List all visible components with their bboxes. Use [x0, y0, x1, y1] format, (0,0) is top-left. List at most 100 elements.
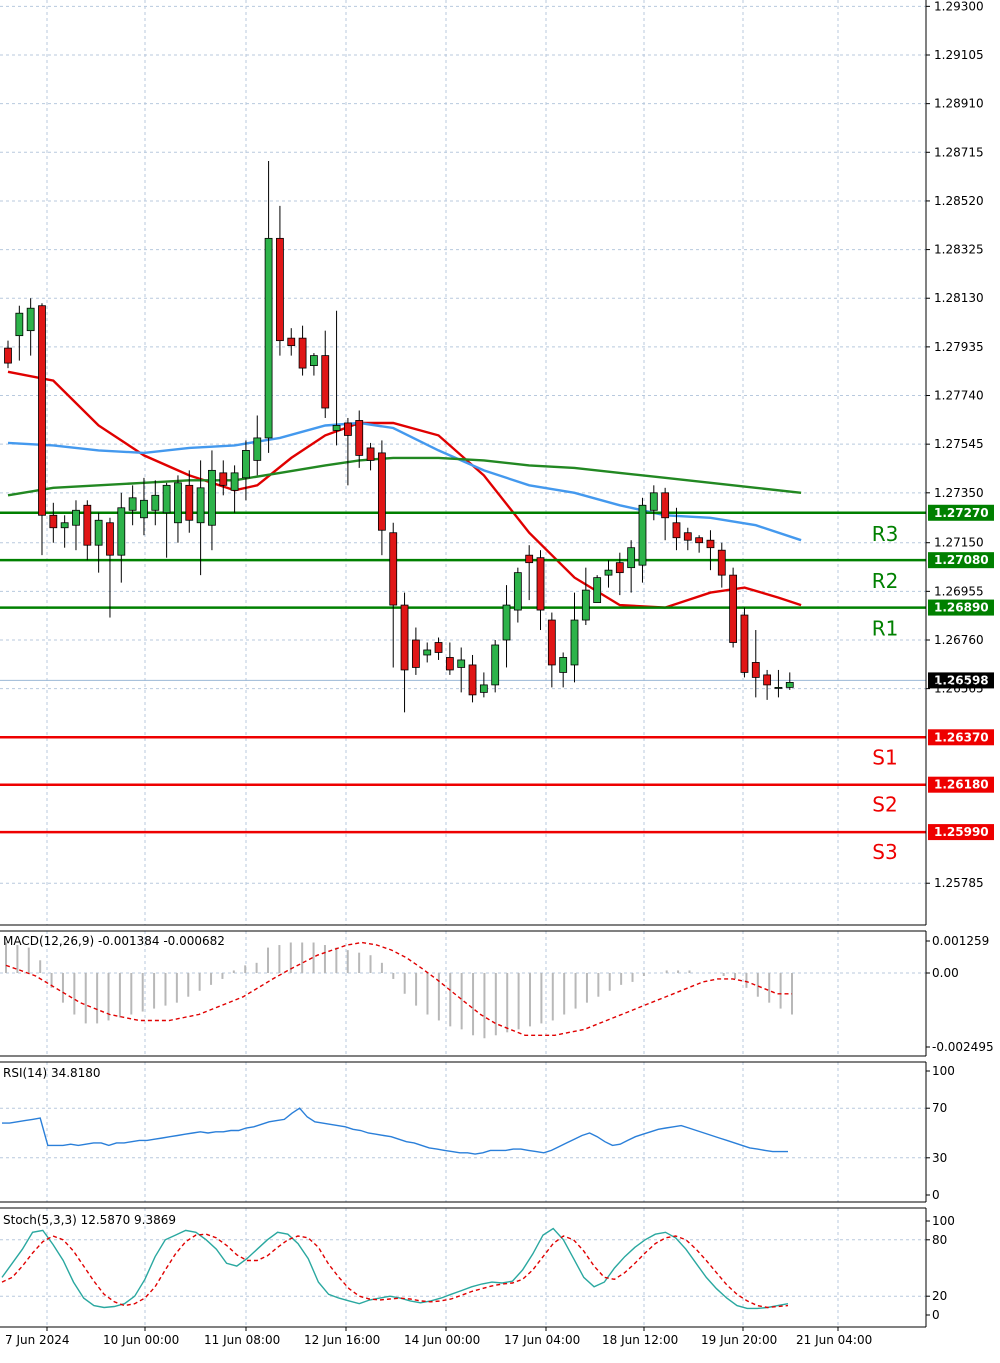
candle-bull [310, 353, 318, 376]
candle-body [162, 484, 171, 514]
candle-bear [717, 542, 726, 588]
candle-body [604, 569, 613, 576]
candle-bear [547, 612, 556, 688]
candle-body [683, 532, 692, 541]
stoch-tick-label: 20 [932, 1289, 947, 1303]
moving-averages [7, 370, 802, 609]
candle-bull [230, 465, 239, 513]
level-price-tag [928, 824, 994, 841]
macd-tick-label: 0.001259 [932, 934, 989, 948]
candle-body [72, 509, 80, 526]
candle-body [536, 557, 545, 611]
candle-body [332, 425, 341, 431]
rsi-tick-label: 100 [932, 1064, 955, 1078]
candle-bear [525, 545, 534, 601]
candle-body [729, 574, 738, 643]
candle-bear [321, 330, 330, 418]
candle-bull [26, 298, 35, 356]
price-tick-label: 1.27935 [934, 340, 984, 354]
moving-average-line [7, 370, 802, 609]
current-price-label: 1.26598 [934, 673, 989, 687]
candle-bull [117, 492, 126, 583]
candle-bear [366, 442, 375, 471]
candle-body [593, 577, 602, 603]
level-price-tag [928, 729, 994, 746]
candle-bear [276, 205, 284, 356]
level-price-label: 1.27270 [934, 506, 989, 520]
price-tick-label: 1.28910 [934, 97, 984, 111]
level-name-r1: R1 [872, 617, 899, 641]
candle-body [740, 614, 749, 673]
candle-body [411, 639, 420, 668]
stoch-tick-label: 80 [932, 1233, 947, 1247]
level-price-label: 1.26370 [934, 730, 989, 744]
candle-body [208, 469, 216, 526]
candle-bull [242, 440, 250, 501]
candle-body [423, 649, 432, 656]
time-tick-label: 12 Jun 16:00 [304, 1333, 380, 1347]
level-price-tag [928, 552, 994, 569]
candle-body [774, 686, 783, 689]
candle-body [83, 504, 92, 546]
candle-body [525, 554, 534, 564]
candle-bear [377, 440, 386, 556]
rsi-line [2, 1107, 788, 1155]
candle-bear [468, 654, 477, 703]
candle-bull [151, 480, 160, 526]
macd-panel: MACD(12,26,9) -0.001384 -0.000682 [3, 934, 793, 1039]
candle-body [140, 499, 148, 519]
candle-body [219, 472, 228, 486]
candle-body [298, 337, 307, 369]
candle-bull [332, 310, 341, 446]
candle-bear [434, 637, 443, 660]
level-price-label: 1.27080 [934, 553, 989, 567]
candle-body [389, 532, 398, 606]
macd-signal-line [5, 941, 792, 1036]
rsi-tick-label: 70 [932, 1101, 947, 1115]
candle-bull [60, 515, 69, 548]
candle-body [615, 562, 624, 574]
candle-bull [604, 560, 613, 588]
panel-frames [0, 0, 927, 1328]
grid-layer [0, 0, 926, 1327]
candle-bear [706, 530, 715, 571]
moving-average-line [7, 421, 802, 542]
candle-bull [128, 485, 137, 526]
candle-body [763, 674, 772, 686]
time-tick-label: 10 Jun 00:00 [103, 1333, 179, 1347]
candle-body [264, 237, 273, 439]
candle-body [185, 484, 194, 521]
candle-bear [740, 607, 749, 678]
candle-bull [774, 669, 783, 698]
price-tick-label: 1.26955 [934, 584, 984, 598]
candle-body [570, 619, 579, 666]
stoch-k-line [1, 1227, 789, 1310]
candle-bear [4, 340, 12, 369]
candle-bear [343, 417, 352, 486]
candle-body [479, 684, 488, 693]
rsi-panel: RSI(14) 34.8180 [2, 1066, 788, 1155]
candle-bull [196, 460, 205, 576]
price-tick-label: 1.27740 [934, 389, 984, 403]
candle-bear [536, 550, 545, 631]
level-name-s3: S3 [872, 840, 897, 864]
candle-body [94, 519, 103, 546]
candle-body [310, 355, 318, 366]
candle-body [321, 355, 330, 409]
candle-bull [627, 540, 636, 593]
candle-body [706, 539, 715, 549]
rsi-tick-label: 30 [932, 1151, 947, 1165]
candle-body [400, 604, 409, 671]
candle-body [581, 589, 590, 621]
candle-bear [445, 642, 454, 675]
macd-tick-label: 0.00 [932, 966, 959, 980]
level-name-r3: R3 [872, 522, 899, 546]
candle-bull [72, 500, 80, 551]
candle-bear [355, 410, 364, 468]
candle-body [151, 494, 160, 511]
time-tick-label: 14 Jun 00:00 [404, 1333, 480, 1347]
macd-tick-label: -0.002495 [932, 1040, 994, 1054]
candle-bull [502, 585, 511, 668]
axes: 1.29300 1.29105 1.28910 1.28715 1.28520 1.283… [5, 0, 994, 1347]
